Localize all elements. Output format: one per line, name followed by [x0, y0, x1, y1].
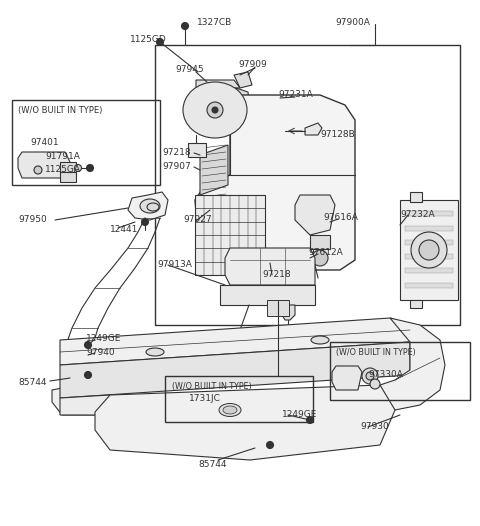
Ellipse shape — [223, 406, 237, 414]
Bar — [405, 211, 453, 216]
Circle shape — [362, 368, 378, 384]
Polygon shape — [234, 72, 252, 88]
Text: 1249GE: 1249GE — [282, 410, 317, 419]
Text: 97218: 97218 — [262, 270, 290, 279]
Polygon shape — [225, 248, 315, 285]
Bar — [400, 200, 458, 300]
Text: 97907: 97907 — [162, 162, 191, 171]
Text: 97401: 97401 — [30, 138, 59, 147]
Polygon shape — [18, 152, 70, 178]
Text: 1731JC: 1731JC — [189, 394, 221, 403]
Text: 97218: 97218 — [162, 148, 191, 157]
Polygon shape — [60, 318, 410, 365]
Bar — [155, 45, 460, 325]
Text: 85744: 85744 — [198, 460, 227, 469]
Polygon shape — [52, 388, 108, 415]
Bar — [165, 376, 313, 422]
Text: (W/O BUILT IN TYPE): (W/O BUILT IN TYPE) — [336, 348, 416, 357]
Polygon shape — [196, 80, 240, 88]
Polygon shape — [60, 342, 410, 398]
Text: 97612A: 97612A — [308, 248, 343, 257]
Text: 97330A: 97330A — [368, 370, 403, 379]
Ellipse shape — [311, 336, 329, 344]
Bar — [410, 300, 422, 308]
Text: 97945: 97945 — [175, 65, 204, 74]
Ellipse shape — [147, 203, 159, 211]
Polygon shape — [380, 318, 445, 410]
Text: 1249GE: 1249GE — [86, 334, 121, 343]
Text: 1125GD: 1125GD — [130, 35, 167, 44]
Text: 97927: 97927 — [183, 215, 212, 224]
Circle shape — [142, 218, 148, 226]
Bar — [330, 342, 470, 400]
Bar — [195, 195, 265, 275]
Text: 97930: 97930 — [360, 422, 389, 431]
Bar — [405, 268, 453, 274]
Circle shape — [84, 341, 92, 349]
Polygon shape — [282, 305, 295, 320]
Bar — [405, 226, 453, 230]
Circle shape — [419, 240, 439, 260]
Ellipse shape — [219, 403, 241, 417]
Text: 97128B: 97128B — [320, 130, 355, 139]
Text: 1327CB: 1327CB — [197, 18, 232, 27]
Circle shape — [370, 379, 380, 389]
Bar — [60, 162, 76, 172]
Circle shape — [411, 232, 447, 268]
Text: 91791A: 91791A — [45, 152, 80, 161]
Polygon shape — [95, 385, 395, 460]
Text: (W/O BUILT IN TYPE): (W/O BUILT IN TYPE) — [18, 106, 102, 115]
Text: 97616A: 97616A — [323, 213, 358, 222]
Bar — [310, 235, 330, 249]
Circle shape — [84, 371, 92, 379]
Circle shape — [86, 165, 94, 171]
Circle shape — [34, 166, 42, 174]
Text: 97909: 97909 — [238, 60, 267, 69]
Circle shape — [74, 165, 82, 171]
Text: 97913A: 97913A — [157, 260, 192, 269]
Bar — [60, 172, 76, 182]
Text: 1125GA: 1125GA — [45, 165, 81, 174]
Bar — [405, 282, 453, 288]
Polygon shape — [60, 395, 110, 415]
Text: 97900A: 97900A — [335, 18, 370, 27]
Text: 97950: 97950 — [18, 215, 47, 224]
Polygon shape — [200, 145, 228, 195]
Text: 12441: 12441 — [110, 225, 138, 234]
Bar — [405, 254, 453, 259]
Circle shape — [312, 250, 328, 266]
Ellipse shape — [183, 82, 247, 138]
Circle shape — [156, 38, 164, 46]
Bar — [188, 143, 206, 157]
Polygon shape — [128, 192, 168, 220]
Bar — [410, 192, 422, 202]
Polygon shape — [295, 195, 335, 235]
Ellipse shape — [146, 348, 164, 356]
Polygon shape — [195, 95, 355, 270]
Circle shape — [366, 372, 374, 380]
Circle shape — [266, 441, 274, 449]
Ellipse shape — [140, 199, 160, 213]
Bar — [220, 285, 315, 305]
Text: 97232A: 97232A — [400, 210, 434, 219]
Polygon shape — [332, 366, 362, 390]
Circle shape — [307, 417, 313, 423]
Text: 85744: 85744 — [18, 378, 47, 387]
Bar — [267, 300, 289, 316]
Text: (W/O BUILT IN TYPE): (W/O BUILT IN TYPE) — [172, 382, 252, 391]
Polygon shape — [305, 123, 322, 135]
Circle shape — [207, 102, 223, 118]
Bar — [405, 240, 453, 245]
Text: 97231A: 97231A — [278, 90, 313, 99]
Circle shape — [181, 23, 189, 29]
Bar — [12, 100, 160, 185]
Polygon shape — [236, 88, 252, 130]
Text: 97940: 97940 — [86, 348, 115, 357]
Circle shape — [212, 107, 218, 113]
